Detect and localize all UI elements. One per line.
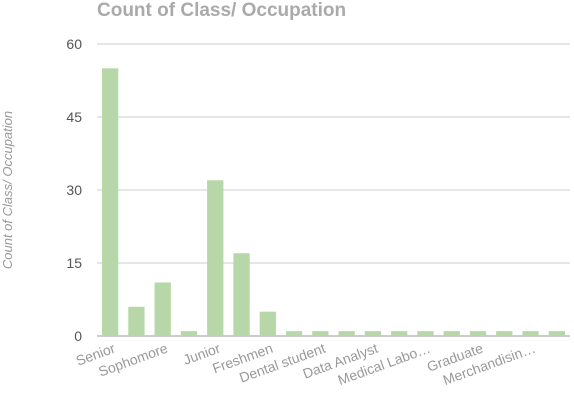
gridlines xyxy=(97,43,570,337)
y-tick-label: 45 xyxy=(66,109,82,125)
bar xyxy=(338,331,355,336)
bar xyxy=(312,331,329,336)
bars xyxy=(101,68,566,336)
bar xyxy=(180,331,198,336)
bar xyxy=(207,180,224,336)
bar xyxy=(233,253,250,336)
bar xyxy=(101,68,119,336)
bar xyxy=(443,331,460,336)
y-tick-label: 30 xyxy=(66,182,82,198)
bar xyxy=(391,331,408,336)
bar xyxy=(469,331,487,336)
y-tick-label: 60 xyxy=(66,36,82,52)
bar xyxy=(522,331,539,336)
bar xyxy=(259,311,276,336)
y-axis-ticks: 0 15 30 45 60 xyxy=(66,36,82,344)
bar xyxy=(417,331,434,336)
bar xyxy=(128,306,145,336)
bar xyxy=(154,282,171,336)
bar xyxy=(548,331,566,336)
y-tick-label: 0 xyxy=(74,328,82,344)
bar xyxy=(285,331,303,336)
bar xyxy=(364,331,382,336)
y-tick-label: 15 xyxy=(66,255,82,271)
y-axis-label: Count of Class/ Occupation xyxy=(0,111,15,269)
bar xyxy=(496,331,513,336)
chart-title: Count of Class/ Occupation xyxy=(97,0,346,21)
